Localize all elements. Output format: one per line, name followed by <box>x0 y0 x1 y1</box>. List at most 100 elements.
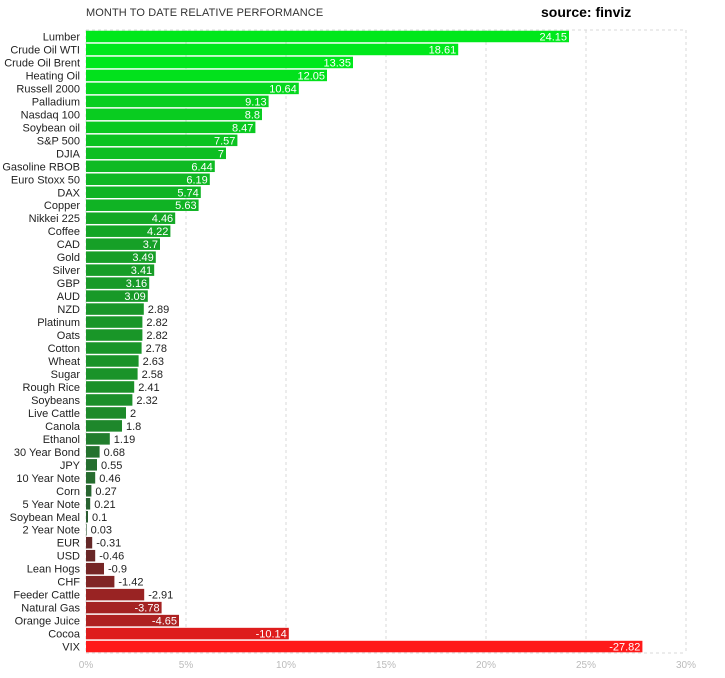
category-label: 5 Year Note <box>23 499 81 511</box>
value-label: -2.91 <box>148 590 173 602</box>
bar <box>86 588 145 601</box>
value-label: 6.44 <box>191 161 212 173</box>
bar <box>86 614 179 627</box>
x-axis-ticks: 0% 5% 10% 15% 20% 25% 30% <box>79 660 696 671</box>
bar <box>86 264 155 276</box>
value-label: 3.41 <box>131 265 152 277</box>
category-label: NZD <box>57 304 80 316</box>
category-label: Heating Oil <box>26 70 80 82</box>
category-label: Cocoa <box>48 629 81 641</box>
bar <box>86 303 144 315</box>
bars <box>86 30 643 653</box>
x-tick-label: 20% <box>476 660 496 671</box>
bar <box>86 290 148 302</box>
category-label: CAD <box>57 239 80 251</box>
value-label: 0.68 <box>104 447 125 459</box>
category-label: Sugar <box>51 369 81 381</box>
value-label: 5.74 <box>177 187 198 199</box>
bar <box>86 523 87 536</box>
category-label: Nikkei 225 <box>29 213 80 225</box>
bar <box>86 82 299 95</box>
x-tick-label: 25% <box>576 660 596 671</box>
category-label: Oats <box>57 330 81 342</box>
bar <box>86 549 96 562</box>
value-label: -3.78 <box>135 603 160 615</box>
category-label: Orange Juice <box>15 616 80 628</box>
value-label: 9.13 <box>245 96 266 108</box>
value-label: 2.82 <box>146 317 167 329</box>
category-label: Wheat <box>48 356 80 368</box>
value-label: 13.35 <box>323 57 351 69</box>
bar <box>86 251 156 263</box>
x-tick-label: 5% <box>179 660 194 671</box>
value-label: 2.89 <box>148 304 169 316</box>
chart-title: MONTH TO DATE RELATIVE PERFORMANCE <box>86 7 324 19</box>
bar <box>86 186 201 198</box>
bar <box>86 446 100 458</box>
value-label: 24.15 <box>539 31 567 43</box>
value-label: -0.9 <box>108 564 127 576</box>
value-label: -0.31 <box>96 538 121 550</box>
category-label: S&P 500 <box>37 135 80 147</box>
value-label: 12.05 <box>297 70 325 82</box>
bar <box>86 199 199 211</box>
bar <box>86 459 97 471</box>
category-label: Lean Hogs <box>27 564 81 576</box>
value-label: -0.46 <box>99 551 124 563</box>
bar <box>86 56 353 69</box>
value-labels: 24.15 18.61 13.3512.0510.649.138.88.477.57… <box>91 31 641 653</box>
bar <box>86 627 289 640</box>
bar <box>86 562 104 575</box>
value-label: 4.46 <box>152 213 173 225</box>
category-label: JPY <box>60 460 81 472</box>
value-label: 8.8 <box>245 109 260 121</box>
value-label: 6.19 <box>186 174 207 186</box>
value-label: 0.1 <box>92 512 107 524</box>
value-label: 10.64 <box>269 83 297 95</box>
category-label: Silver <box>52 265 80 277</box>
value-label: 18.61 <box>429 44 457 56</box>
value-label: 1.19 <box>114 434 135 446</box>
value-label: 0.21 <box>94 499 115 511</box>
value-label: -1.42 <box>118 577 143 589</box>
value-label: 3.09 <box>124 291 145 303</box>
category-label: Live Cattle <box>28 408 80 420</box>
category-label: Rough Rice <box>23 382 80 394</box>
category-label: Platinum <box>37 317 80 329</box>
value-label: 0.27 <box>95 486 116 498</box>
category-label: Feeder Cattle <box>13 590 80 602</box>
value-label: 2.41 <box>138 382 159 394</box>
value-label: 7.57 <box>214 135 235 147</box>
bar <box>86 342 142 354</box>
category-label: Crude Oil WTI <box>10 44 80 56</box>
category-label: Gasoline RBOB <box>2 161 80 173</box>
bar <box>86 329 143 341</box>
value-label: 2 <box>130 408 136 420</box>
category-label: Canola <box>45 421 81 433</box>
value-label: 0.55 <box>101 460 122 472</box>
value-label: 0.03 <box>91 525 112 537</box>
bar <box>86 511 88 523</box>
category-label: EUR <box>57 538 80 550</box>
value-label: 2.82 <box>146 330 167 342</box>
value-label: 3.7 <box>143 239 158 251</box>
bar <box>86 355 139 367</box>
category-label: Soybean Meal <box>10 512 80 524</box>
category-label: 2 Year Note <box>23 525 81 537</box>
bar <box>86 134 238 147</box>
category-label: DAX <box>57 187 80 199</box>
category-label: Russell 2000 <box>16 83 80 95</box>
category-label: Copper <box>44 200 80 212</box>
bar <box>86 420 122 432</box>
category-label: Crude Oil Brent <box>4 57 80 69</box>
value-label: 2.58 <box>142 369 163 381</box>
bar <box>86 108 262 121</box>
category-label: Soybean oil <box>23 122 81 134</box>
category-label: AUD <box>57 291 80 303</box>
bar <box>86 238 160 250</box>
bar <box>86 277 150 289</box>
value-label: 3.16 <box>126 278 147 290</box>
category-label: 30 Year Bond <box>14 447 80 459</box>
bar <box>86 498 91 510</box>
category-label: GBP <box>57 278 80 290</box>
